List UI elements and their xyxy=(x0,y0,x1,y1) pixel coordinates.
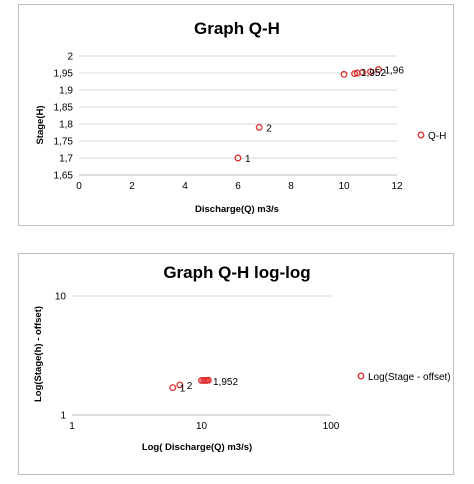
data-label: 1,96 xyxy=(384,66,404,77)
legend-marker xyxy=(357,372,365,380)
y-tick-label: 1,8 xyxy=(59,120,73,131)
y-tick-label: 1,75 xyxy=(54,137,74,148)
y-axis-title: Log(Stage(h) - offset) xyxy=(33,306,44,402)
data-point xyxy=(255,123,263,131)
legend: Log(Stage - offset) xyxy=(357,372,451,383)
data-point xyxy=(340,70,348,78)
data-label: 1 xyxy=(180,384,186,395)
data-label: 1 xyxy=(245,154,251,165)
y-tick-label: 2 xyxy=(67,52,73,63)
x-tick-label: 2 xyxy=(129,181,135,192)
x-tick-label: 10 xyxy=(196,421,208,432)
y-tick-label: 1,7 xyxy=(59,154,73,165)
data-point xyxy=(204,376,212,384)
y-tick-label: 10 xyxy=(55,292,67,303)
overlapping-data-label: 1,952 xyxy=(361,68,386,79)
x-tick-label: 12 xyxy=(391,181,403,192)
data-point xyxy=(367,68,374,76)
data-point xyxy=(359,68,366,76)
legend-label: Log(Stage - offset) xyxy=(368,372,451,383)
y-tick-label: 1,85 xyxy=(54,103,74,114)
x-tick-label: 4 xyxy=(182,181,188,192)
x-tick-label: 1 xyxy=(69,421,75,432)
data-point xyxy=(375,66,382,74)
data-label: 2 xyxy=(266,123,272,134)
y-axis-title: Stage(H) xyxy=(35,105,46,144)
legend-marker xyxy=(417,131,425,139)
x-tick-label: 6 xyxy=(235,181,241,192)
data-point xyxy=(169,384,177,392)
y-tick-label: 1,95 xyxy=(54,69,74,80)
chart-title: Graph Q-H log-log xyxy=(163,263,310,282)
data-point xyxy=(234,154,242,162)
overlapping-data-label: 1,952 xyxy=(213,377,238,388)
legend-label: Q-H xyxy=(428,131,446,142)
x-tick-label: 100 xyxy=(323,421,340,432)
x-axis-title: Log( Discharge(Q) m3/s) xyxy=(142,442,252,453)
x-axis-title: Discharge(Q) m3/s xyxy=(195,204,279,215)
data-label: 2 xyxy=(187,381,193,392)
x-tick-label: 8 xyxy=(288,181,294,192)
x-tick-label: 10 xyxy=(338,181,350,192)
y-tick-label: 1,9 xyxy=(59,86,73,97)
data-point xyxy=(176,381,184,389)
x-tick-label: 0 xyxy=(76,181,82,192)
legend: Q-H xyxy=(417,131,446,142)
y-tick-label: 1 xyxy=(60,411,66,422)
chart-title: Graph Q-H xyxy=(194,19,280,38)
y-tick-label: 1,65 xyxy=(54,171,74,182)
